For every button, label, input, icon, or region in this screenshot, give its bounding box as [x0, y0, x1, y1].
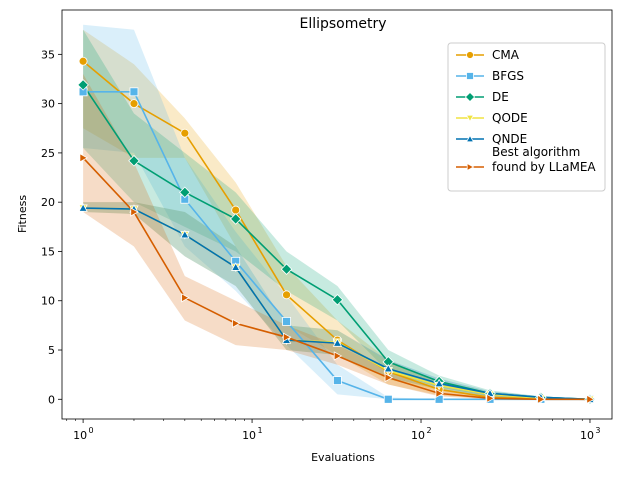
point-cma — [231, 205, 241, 215]
point-bfgs — [129, 87, 139, 97]
legend-marker-qode — [465, 114, 475, 123]
x-tick-exponent: 0 — [89, 426, 94, 435]
point-de — [280, 263, 293, 275]
x-tick-label: 10 — [411, 429, 425, 442]
point-best-algorithm-found-by-llamea — [79, 153, 88, 163]
legend-label-qnde: QNDE — [492, 132, 527, 146]
point-cma — [129, 99, 139, 109]
x-tick-exponent: 1 — [258, 426, 263, 435]
point-best-algorithm-found-by-llamea — [486, 393, 495, 403]
y-axis-ticks: 0 5 10 15 20 25 30 35 — [41, 48, 62, 406]
point-qnde — [78, 203, 88, 212]
x-tick-exponent: 3 — [595, 426, 600, 435]
plot-frame — [61, 9, 613, 420]
point-qnde — [332, 338, 343, 347]
legend-marker-cma — [466, 51, 474, 59]
point-best-algorithm-found-by-llamea — [282, 332, 292, 342]
point-bfgs — [383, 394, 393, 404]
point-cma — [180, 128, 190, 138]
legend-label-qode: QODE — [492, 111, 528, 125]
point-qnde — [180, 229, 190, 239]
point-de — [128, 155, 140, 167]
point-best-algorithm-found-by-llamea — [181, 293, 190, 303]
point-cma — [78, 56, 88, 66]
legend-marker-bfgs — [466, 72, 474, 80]
legend-label-cma: CMA — [492, 48, 520, 62]
y-tick-label: 0 — [48, 393, 55, 406]
legend-marker-de — [464, 91, 476, 103]
y-tick-label: 10 — [41, 295, 55, 308]
x-tick-label: 10 — [580, 429, 594, 442]
y-axis-label: Fitness — [16, 195, 29, 233]
y-tick-label: 25 — [41, 147, 55, 160]
point-best-algorithm-found-by-llamea — [435, 388, 444, 399]
x-axis-ticks: 10 0 10 1 10 2 10 3 — [66, 419, 601, 442]
point-bfgs — [282, 317, 291, 326]
y-tick-label: 35 — [41, 48, 55, 61]
legend-label-best-algorithm-found-by-llamea: found by LLaMEA — [492, 160, 596, 174]
x-tick-exponent: 2 — [426, 426, 431, 435]
legend-label-bfgs: BFGS — [492, 69, 524, 83]
x-axis-label: Evaluations — [311, 451, 375, 464]
legend-marker-best-algorithm-found-by-llamea — [466, 162, 475, 172]
point-de — [229, 213, 242, 225]
point-de — [331, 293, 344, 306]
x-tick-label: 10 — [242, 429, 256, 442]
point-de — [77, 79, 89, 91]
point-best-algorithm-found-by-llamea — [232, 318, 241, 329]
y-tick-label: 30 — [41, 98, 55, 111]
point-bfgs — [333, 376, 342, 385]
series-markers — [77, 56, 596, 406]
legend-label-de: DE — [492, 90, 509, 104]
point-best-algorithm-found-by-llamea — [333, 351, 343, 361]
x-tick-label: 10 — [73, 429, 87, 442]
y-tick-label: 15 — [41, 245, 55, 258]
point-best-algorithm-found-by-llamea — [130, 207, 139, 217]
point-qnde — [231, 262, 241, 271]
band-de — [83, 29, 590, 400]
band-bfgs — [83, 24, 590, 400]
band-best-algorithm-found-by-llamea — [83, 74, 590, 400]
y-tick-label: 5 — [48, 344, 55, 357]
legend-box — [447, 42, 606, 192]
y-tick-label: 20 — [41, 196, 55, 209]
point-best-algorithm-found-by-llamea — [586, 394, 595, 404]
point-best-algorithm-found-by-llamea — [537, 394, 546, 404]
point-de — [179, 186, 191, 199]
point-cma — [282, 290, 291, 300]
legend-marker-qnde — [465, 134, 475, 143]
band-cma — [83, 29, 590, 400]
point-qnde — [434, 378, 444, 388]
legend-label-best-algorithm-found-by-llamea: Best algorithm — [492, 145, 580, 159]
point-qnde — [383, 363, 393, 373]
chart-title: Ellipsometry — [299, 16, 386, 32]
point-best-algorithm-found-by-llamea — [384, 372, 394, 383]
